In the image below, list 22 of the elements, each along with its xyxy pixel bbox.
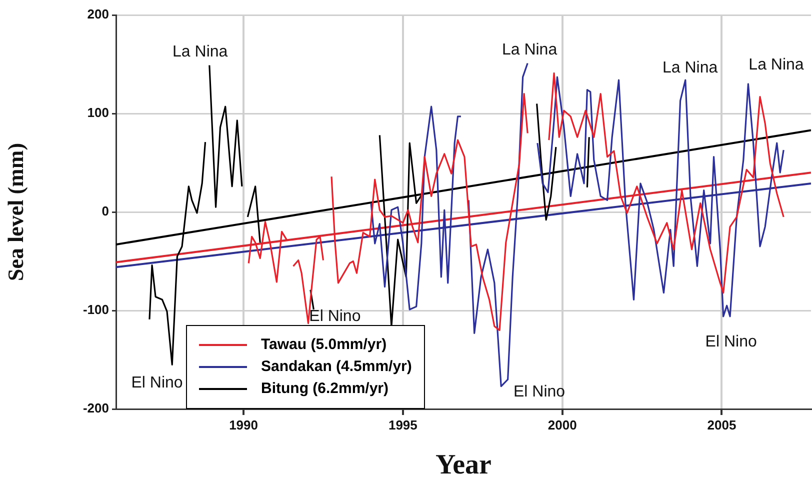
legend-label: Tawau (5.0mm/yr): [261, 335, 387, 355]
annotation: La Nina: [662, 60, 718, 77]
y-tick-label: -200: [82, 400, 109, 416]
x-tick-label: 1995: [388, 417, 418, 432]
x-tick-label: 2000: [548, 417, 577, 432]
legend-label: Sandakan (4.5mm/yr): [261, 357, 412, 377]
y-tick-label: 0: [102, 204, 109, 219]
annotation: La Nina: [748, 56, 804, 74]
y-tick-label: 200: [87, 6, 109, 22]
x-tick-label: 1990: [229, 417, 258, 432]
legend-label: Bitung (6.2mm/yr): [261, 379, 389, 399]
annotation: El Nino: [513, 383, 566, 400]
y-axis-title: Sea level (mm): [2, 142, 28, 282]
y-tick-label: -100: [82, 302, 109, 318]
x-tick-label: 2005: [707, 417, 736, 432]
annotation: La Nina: [502, 41, 558, 58]
annotation: El Nino: [131, 374, 183, 392]
annotation: La Nina: [172, 43, 228, 60]
y-tick-label: 100: [87, 105, 109, 120]
annotation: El Nino: [705, 333, 757, 350]
x-axis-title: Year: [436, 449, 492, 480]
annotation: El Nino: [309, 308, 361, 325]
